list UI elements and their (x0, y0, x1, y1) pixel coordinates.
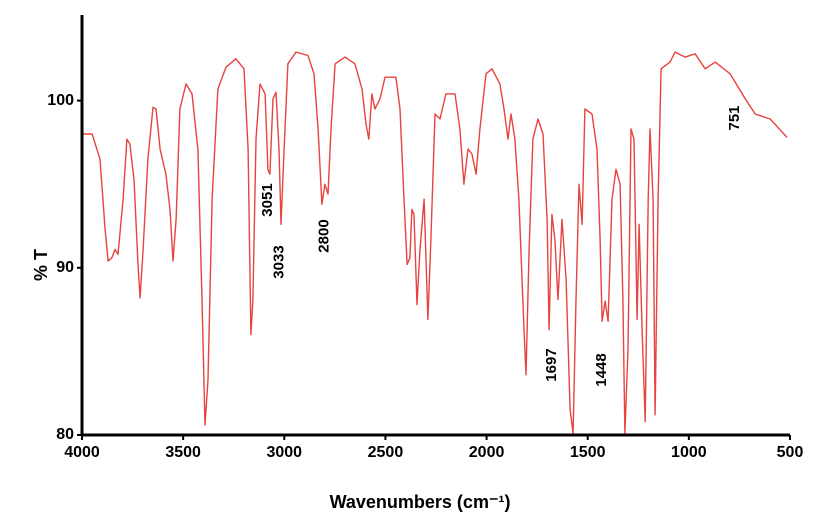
y-axis-label: % T (31, 249, 51, 281)
x-tick-label: 4000 (64, 444, 100, 461)
x-axis-label: Wavenumbers (cm⁻¹) (330, 492, 511, 512)
x-tick-label: 2500 (368, 444, 404, 461)
peak-annotation: 3033 (271, 245, 288, 278)
spectrum-line (82, 51, 788, 434)
x-tick-label: 500 (777, 444, 804, 461)
y-tick-label: 100 (47, 92, 74, 109)
x-tick-label: 2000 (469, 444, 505, 461)
y-tick-label: 80 (56, 426, 74, 443)
x-tick-label: 3000 (266, 444, 302, 461)
peak-annotation: 2800 (316, 219, 333, 252)
peak-annotation: 1697 (543, 348, 560, 381)
x-tick-label: 3500 (165, 444, 201, 461)
peak-annotation: 751 (726, 105, 743, 130)
peak-annotation: 1448 (593, 353, 610, 386)
peak-annotation: 3051 (259, 183, 276, 216)
y-tick-label: 90 (56, 259, 74, 276)
x-tick-label: 1000 (671, 444, 707, 461)
x-tick-label: 1500 (570, 444, 606, 461)
